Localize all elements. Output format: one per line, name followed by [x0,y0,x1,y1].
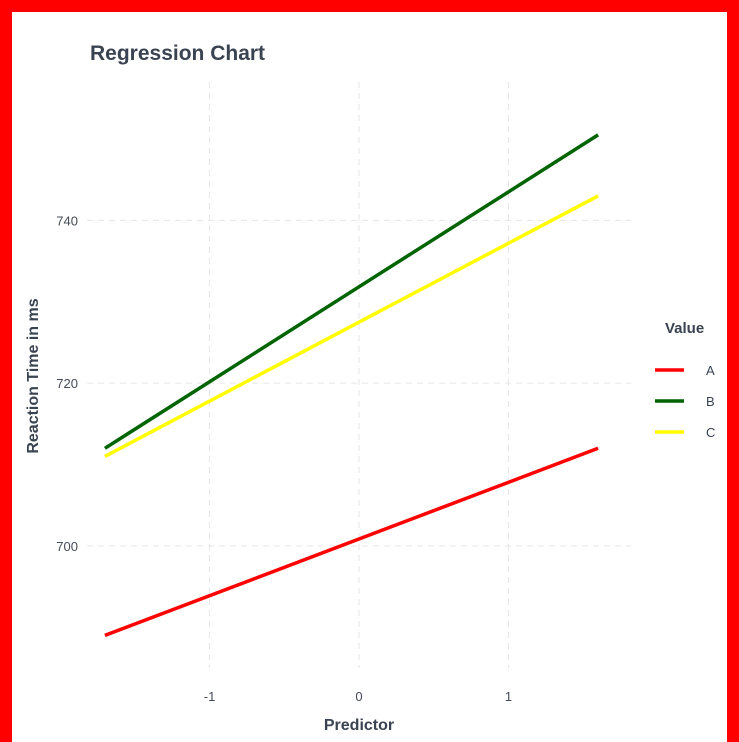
legend-label-A: A [706,363,715,378]
y-tick-labels: 700 720 740 [56,213,78,554]
series-lines [103,133,600,638]
x-tick-label: 1 [505,689,512,704]
x-tick-label: -1 [204,689,216,704]
legend: Value A B C [655,320,715,440]
y-tick-label: 700 [56,539,78,554]
y-tick-label: 740 [56,213,78,228]
y-tick-label: 720 [56,376,78,391]
y-axis-label: Reaction Time in ms [25,298,42,453]
series-line-B [103,133,600,450]
x-tick-label: 0 [355,689,362,704]
legend-label-C: C [706,425,715,440]
legend-label-B: B [706,394,715,409]
series-line-A [104,446,599,638]
chart-title: Regression Chart [90,42,265,65]
x-tick-labels: -1 0 1 [204,689,512,704]
legend-items: A B C [655,363,715,440]
grid-lines [87,82,631,668]
x-axis-label: Predictor [324,717,394,734]
legend-title: Value [665,320,704,337]
series-line-C [104,194,599,458]
